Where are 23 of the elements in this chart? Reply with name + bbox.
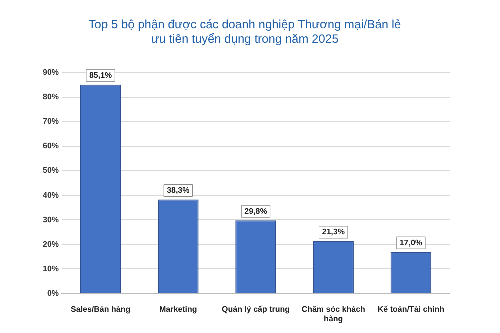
data-label: 29,8% — [244, 206, 268, 216]
y-tick-label: 90% — [42, 68, 60, 78]
y-tick-label: 60% — [42, 142, 60, 151]
x-tick-label: Kế toán/Tài chính — [378, 304, 445, 314]
y-tick-label: 10% — [42, 264, 60, 274]
category-label: hàng — [324, 314, 344, 324]
y-tick-label: 30% — [42, 215, 60, 224]
y-tick-label: 40% — [42, 190, 60, 200]
y-tick-label: 70% — [42, 117, 60, 126]
data-label: 17,0% — [400, 238, 423, 248]
text: ưu tiên tuyển dụng trong năm 2025 — [151, 32, 339, 46]
y-tick-label: 50% — [42, 166, 60, 176]
category-label: Chăm sóc khách — [302, 304, 366, 314]
x-tick-label: Sales/Bán hàng — [71, 304, 131, 314]
x-tick-label: Marketing — [160, 304, 198, 314]
text: Top 5 bộ phận được các doanh nghiệp Thương mại/Bán lẻ — [88, 18, 402, 32]
y-tick-label: 80% — [42, 92, 60, 102]
y-tick-label: 20% — [42, 240, 60, 249]
data-label: 85,1% — [89, 71, 112, 80]
data-label: 38,3% — [167, 186, 190, 195]
x-tick-label: Quản lý cấp trung — [222, 304, 290, 314]
y-tick-label: 0% — [47, 289, 60, 298]
data-label: 21,3% — [322, 228, 345, 237]
